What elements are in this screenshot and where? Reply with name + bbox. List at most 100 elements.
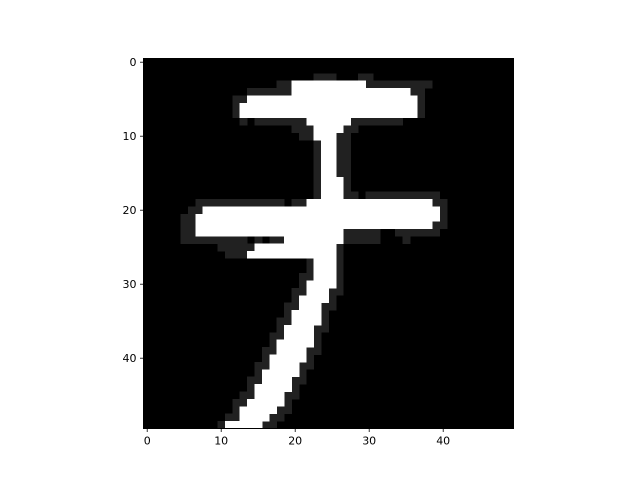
heatmap-cell-dim xyxy=(335,258,344,267)
x-tick-label: 10 xyxy=(214,435,228,448)
heatmap-cell-bright xyxy=(313,273,337,281)
heatmap-cell-bright xyxy=(313,132,337,141)
heatmap-cell-bright xyxy=(321,169,337,178)
heatmap-cell-dim xyxy=(306,347,322,355)
heatmap-cell-dim xyxy=(276,324,285,333)
heatmap-cell-dim xyxy=(232,102,241,111)
heatmap-cell-dim xyxy=(417,102,426,111)
x-axis: 0 10 20 30 40 xyxy=(144,428,450,448)
heatmap-cell-dim xyxy=(306,354,315,363)
heatmap-cell-bright xyxy=(247,250,337,259)
x-tick-label: 30 xyxy=(362,435,376,448)
heatmap-cell-dim xyxy=(335,132,352,141)
heatmap-cell-dim xyxy=(261,347,278,355)
heatmap-cell-dim xyxy=(335,273,344,281)
heatmap-cell-bright xyxy=(321,147,337,156)
heatmap-cell-bright xyxy=(298,302,322,311)
heatmap-cell-bright xyxy=(239,102,418,111)
heatmap-cell-bright xyxy=(276,339,315,348)
heatmap-cell-dim xyxy=(343,236,381,244)
heatmap-cell-dim xyxy=(291,199,307,207)
heatmap-cell-dim xyxy=(298,280,307,289)
heatmap-cell-bright xyxy=(247,398,285,407)
heatmap-cell-dim xyxy=(335,280,344,289)
heatmap-cell-bright xyxy=(247,95,418,104)
heatmap-cell-dim xyxy=(276,406,292,415)
heatmap-cell-bright xyxy=(321,139,337,148)
heatmap-cell-dim xyxy=(269,236,285,244)
heatmap-cell-dim xyxy=(439,206,448,215)
heatmap-cell-bright xyxy=(313,265,337,274)
heatmap-cell-dim xyxy=(335,265,344,274)
heatmap-cell-dim xyxy=(335,154,352,163)
heatmap-cell-dim xyxy=(328,295,337,304)
heatmap-cell-dim xyxy=(321,317,329,326)
heatmap-cell-bright xyxy=(254,243,337,252)
heatmap-cell-dim xyxy=(365,191,440,200)
heatmap-cell-bright xyxy=(306,199,433,207)
plot-area xyxy=(143,58,514,429)
heatmap-cell-bright xyxy=(195,228,344,237)
heatmap-cell-bright xyxy=(269,354,307,363)
heatmap-cell-dim xyxy=(232,406,241,415)
heatmap-cell-dim xyxy=(247,384,255,392)
heatmap-cell-dim xyxy=(313,147,322,156)
heatmap-cell-dim xyxy=(232,95,248,104)
heatmap-cell-bright xyxy=(321,176,344,185)
y-tick-label: 40 xyxy=(123,352,137,365)
y-axis: 0 10 20 30 40 xyxy=(123,56,144,365)
heatmap-cell-bright xyxy=(276,347,307,355)
heatmap-cell-dim xyxy=(269,339,278,348)
heatmap-cell-dim xyxy=(432,221,448,230)
heatmap-cell-dim xyxy=(313,154,322,163)
heatmap-cell-dim xyxy=(321,310,329,318)
heatmap-cell-bright xyxy=(239,413,270,422)
heatmap-cell-dim xyxy=(313,339,322,348)
heatmap-cell-dim xyxy=(239,117,248,126)
heatmap-cell-dim xyxy=(247,88,292,96)
heatmap-cell-bright xyxy=(291,317,322,326)
heatmap-cell-bright xyxy=(321,184,344,193)
heatmap-cell-dim xyxy=(328,287,344,296)
heatmap-cell-dim xyxy=(298,369,307,378)
heatmap-cell-dim xyxy=(254,117,307,126)
heatmap-cell-dim xyxy=(335,169,352,178)
heatmap-cell-dim xyxy=(409,88,426,96)
heatmap-cell-dim xyxy=(395,228,440,237)
heatmap-cell-dim xyxy=(313,184,322,193)
heatmap-cell-dim xyxy=(261,421,278,429)
heatmap-cell-dim xyxy=(247,376,263,385)
heatmap-cell-dim xyxy=(343,191,359,200)
heatmap-cell-dim xyxy=(195,199,285,207)
heatmap-cell-bright xyxy=(261,376,292,385)
heatmap-cell-dim xyxy=(439,213,448,222)
y-tick-label: 0 xyxy=(130,56,137,69)
heatmap-cell-dim xyxy=(335,162,352,170)
heatmap-cell-dim xyxy=(291,384,300,392)
heatmap-cell-dim xyxy=(254,369,263,378)
heatmap-cell-dim xyxy=(291,376,307,385)
heatmap-cell-dim xyxy=(276,317,292,326)
heatmap-cell-dim xyxy=(298,273,315,281)
heatmap-cell-bright xyxy=(291,88,411,96)
heatmap-cell-dim xyxy=(350,117,403,126)
heatmap-cell-dim xyxy=(284,302,300,311)
heatmap-cell-dim xyxy=(291,287,307,296)
heatmap-cell-dim xyxy=(313,169,322,178)
heatmap-cell-dim xyxy=(321,302,337,311)
heatmap-cell-dim xyxy=(313,162,322,170)
heatmap-cell-dim xyxy=(313,332,322,341)
heatmap-cell-dim xyxy=(313,176,322,185)
heatmap-cell-dim xyxy=(239,391,255,400)
heatmap-cell-dim xyxy=(254,361,270,370)
heatmap-cell-dim xyxy=(187,206,204,215)
heatmap-cell-bright xyxy=(239,406,278,415)
heatmap-cell-dim xyxy=(432,199,448,207)
y-tick-label: 30 xyxy=(123,278,137,291)
heatmap-cell-dim xyxy=(417,110,426,119)
heatmap-cell-dim xyxy=(232,398,248,407)
heatmap-cell-dim xyxy=(402,236,411,244)
heatmap-cell-bright xyxy=(195,221,433,230)
heatmap-cell-bright xyxy=(254,391,285,400)
heatmap-cell-bright xyxy=(224,421,263,429)
